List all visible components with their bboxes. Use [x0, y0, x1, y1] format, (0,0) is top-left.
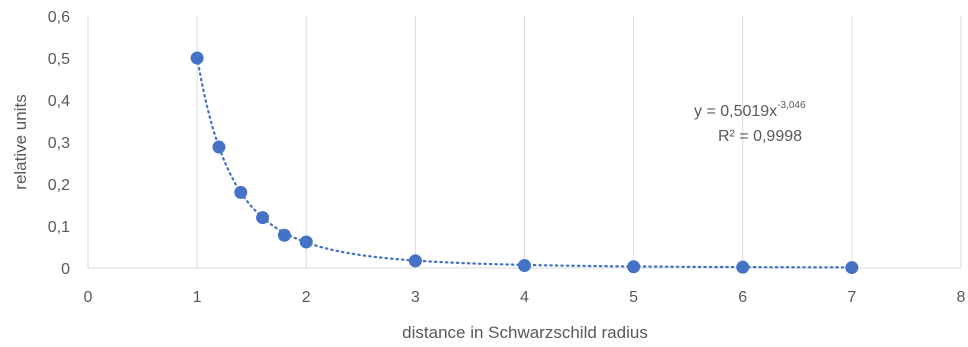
x-tick-label: 8: [957, 289, 966, 306]
y-axis-title: relative units: [11, 94, 30, 189]
data-point: [518, 258, 531, 272]
x-tick-label: 0: [84, 289, 93, 306]
data-point: [408, 254, 422, 268]
x-tick-label: 1: [193, 289, 202, 306]
x-tick-label: 3: [411, 289, 420, 306]
y-tick-label: 0,4: [48, 93, 70, 110]
data-points: [190, 51, 859, 275]
trendline-equation-text: y = 0,5019x-3,046: [694, 100, 806, 120]
trendline-equation-exponent: -3,046: [777, 100, 806, 111]
x-tick-labels: 0 1 2 3 4 5 6 7 8: [84, 289, 966, 306]
data-point: [190, 51, 204, 65]
data-point: [212, 140, 226, 154]
data-point: [256, 211, 270, 225]
x-tick-label: 7: [847, 289, 856, 306]
data-point: [627, 260, 641, 274]
data-point: [234, 185, 248, 199]
data-point: [299, 235, 313, 249]
x-axis-title: distance in Schwarzschild radius: [402, 323, 648, 342]
data-point: [845, 261, 859, 275]
trendline-r-squared: R² = 0,9998: [718, 128, 802, 145]
trendline-equation: y = 0,5019x-3,046 R² = 0,9998: [694, 100, 806, 145]
y-tick-label: 0,2: [48, 177, 70, 194]
x-tick-label: 4: [520, 289, 529, 306]
data-point: [736, 260, 750, 274]
y-tick-label: 0,5: [48, 51, 70, 68]
y-tick-label: 0,3: [48, 135, 70, 152]
y-tick-label: 0: [61, 261, 70, 278]
data-point: [277, 228, 291, 242]
y-tick-labels: 0 0,1 0,2 0,3 0,4 0,5 0,6: [48, 9, 70, 278]
trendline-equation-main: y = 0,5019x: [694, 103, 777, 120]
y-tick-label: 0,1: [48, 219, 70, 236]
x-tick-label: 5: [629, 289, 638, 306]
y-tick-label: 0,6: [48, 9, 70, 26]
x-tick-label: 6: [738, 289, 747, 306]
x-tick-label: 2: [302, 289, 311, 306]
